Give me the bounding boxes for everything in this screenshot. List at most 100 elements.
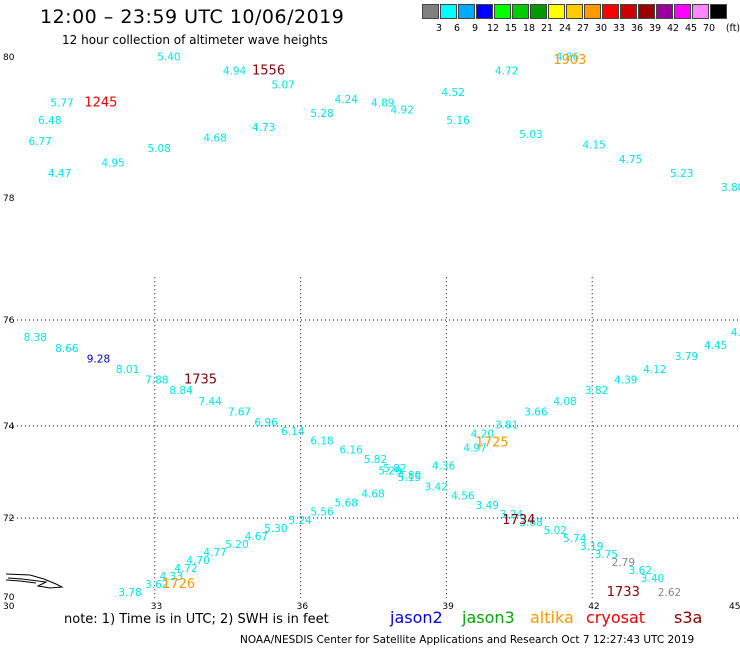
- wave-height-value: 4.77: [203, 547, 226, 559]
- wave-height-value: 3.68: [519, 517, 542, 529]
- track-time-label: 1903: [553, 53, 586, 68]
- color-scale-label: 30: [594, 23, 608, 34]
- wave-height-value: 3.82: [585, 385, 608, 397]
- track-time-label: 1556: [252, 64, 285, 79]
- lat-tick-label: 72: [3, 514, 14, 524]
- wave-height-value: 4.72: [174, 563, 197, 575]
- wave-height-value: 6.16: [339, 445, 363, 457]
- wave-height-value: 3.42: [425, 481, 448, 493]
- wave-height-value: 4.08: [553, 396, 576, 408]
- wave-height-value: 3.81: [495, 419, 518, 431]
- color-scale-swatch: [440, 4, 457, 19]
- wave-height-value: 4.12: [643, 364, 666, 376]
- wave-height-value: 8.66: [55, 343, 79, 355]
- color-scale-label: 42: [666, 23, 680, 34]
- color-scale-swatch: [710, 4, 727, 19]
- wave-height-value: 3.19: [580, 541, 603, 553]
- wave-height-value: 4.95: [101, 157, 124, 169]
- color-scale-swatch: [674, 4, 691, 19]
- wave-height-value: 3.80: [721, 182, 740, 194]
- color-scale-label: 3: [435, 23, 443, 34]
- wave-height-value: 4.24: [335, 94, 359, 106]
- wave-height-value: 4.70: [186, 555, 209, 567]
- wave-height-value: 5.20: [225, 539, 248, 551]
- wave-height-value: 3.62: [629, 565, 652, 577]
- wave-height-value: 3.40: [641, 573, 664, 585]
- track-time-label: 1733: [607, 585, 640, 600]
- map-title: 12:00 – 23:59 UTC 10/06/2019: [40, 6, 345, 28]
- wave-height-value: 2.62: [658, 587, 681, 599]
- track-time-label: 1726: [162, 577, 195, 592]
- wave-height-value: 3.79: [675, 351, 698, 363]
- wave-height-value: 4.54: [731, 327, 740, 339]
- axis-labels: 30 33 36 39 42 45 80 78 76 74 72 70: [3, 53, 740, 612]
- wave-height-value: 3.75: [595, 549, 618, 561]
- wave-height-value: 4.94: [223, 66, 247, 78]
- color-scale-label: 18: [522, 23, 536, 34]
- wave-height-value: 5.16: [446, 115, 470, 127]
- lat-tick-label: 80: [3, 53, 15, 63]
- wave-height-value: 4.20: [471, 429, 494, 441]
- color-scale-label: 6: [453, 23, 461, 34]
- wave-height-value: 4.80: [398, 470, 421, 482]
- wave-height-value: 5.23: [670, 168, 693, 180]
- wave-height-value: 3.78: [118, 587, 141, 599]
- satellite-legend-jason2: jason2: [390, 608, 443, 627]
- color-scale-swatch: [458, 4, 475, 19]
- color-scale-unit: (ft): [725, 23, 740, 34]
- color-scale-swatch: [602, 4, 619, 19]
- lon-tick-label: 45: [729, 602, 740, 612]
- wave-height-value: 4.68: [361, 488, 384, 500]
- wave-height-value: 4.33: [160, 571, 183, 583]
- wave-height-value: 5.07: [271, 80, 294, 92]
- wave-height-value: 5.24: [288, 515, 312, 527]
- color-scale-label: 70: [702, 23, 716, 34]
- wave-height-value: 5.30: [264, 523, 287, 535]
- wave-height-value: 4.92: [391, 104, 414, 116]
- color-scale-label: 36: [630, 23, 644, 34]
- wave-height-value: 4.68: [203, 133, 226, 145]
- lat-tick-label: 76: [3, 316, 15, 326]
- track-time-label: 1725: [476, 436, 509, 451]
- wave-height-value: 4.67: [245, 531, 268, 543]
- wave-height-value: 8.01: [116, 364, 139, 376]
- track-time-label: 1734: [502, 513, 535, 528]
- wave-height-value: 3.24: [500, 509, 524, 521]
- wave-height-value: 4.86: [556, 52, 580, 64]
- lon-tick-label: 39: [442, 602, 454, 612]
- wave-height-labels: 5.40 4.94 5.07 5.77 6.48 6.77 4.47 4.95 5.08 4.68…: [24, 52, 740, 599]
- wave-height-value: 6.96: [254, 417, 278, 429]
- wave-height-value: 9.28: [87, 353, 110, 365]
- color-scale-swatch: [692, 4, 709, 19]
- wave-height-value: 4.56: [451, 491, 475, 503]
- credit-line: NOAA/NESDIS Center for Satellite Applica…: [240, 634, 695, 646]
- wave-height-value: 6.48: [38, 115, 61, 127]
- color-scale-label: 27: [576, 23, 590, 34]
- wave-height-value: 5.08: [148, 143, 171, 155]
- wave-height-value: 7.67: [228, 406, 251, 418]
- wave-height-value: 5.68: [335, 498, 358, 510]
- wave-height-value: 4.39: [614, 375, 637, 387]
- wave-height-value: 4.36: [432, 461, 456, 473]
- color-scale-swatch: [512, 4, 529, 19]
- wave-height-value: 4.15: [582, 140, 605, 152]
- wave-height-value: 4.52: [442, 87, 465, 99]
- wave-height-value: 5.40: [157, 52, 180, 64]
- color-scale-label: 21: [540, 23, 554, 34]
- map-subtitle: 12 hour collection of altimeter wave hei…: [62, 33, 328, 47]
- wave-height-value: 5.15: [398, 472, 421, 484]
- color-scale-swatch: [656, 4, 673, 19]
- satellite-legend-s3a: s3a: [674, 608, 703, 627]
- color-scale-label: 12: [486, 23, 500, 34]
- color-scale-swatch: [548, 4, 565, 19]
- coastline: [5, 573, 64, 589]
- wave-height-value: 5.77: [50, 97, 73, 109]
- wave-height-value: 5.82: [364, 454, 387, 466]
- track-time-label: 1735: [184, 373, 217, 388]
- wave-height-value: 6.14: [281, 426, 305, 438]
- wave-height-value: 8.84: [169, 385, 193, 397]
- lat-tick-label: 78: [3, 194, 15, 204]
- satellite-legend-jason3: jason3: [462, 608, 515, 627]
- satellite-legend-altika: altika: [530, 608, 574, 627]
- color-scale-swatch: [566, 4, 583, 19]
